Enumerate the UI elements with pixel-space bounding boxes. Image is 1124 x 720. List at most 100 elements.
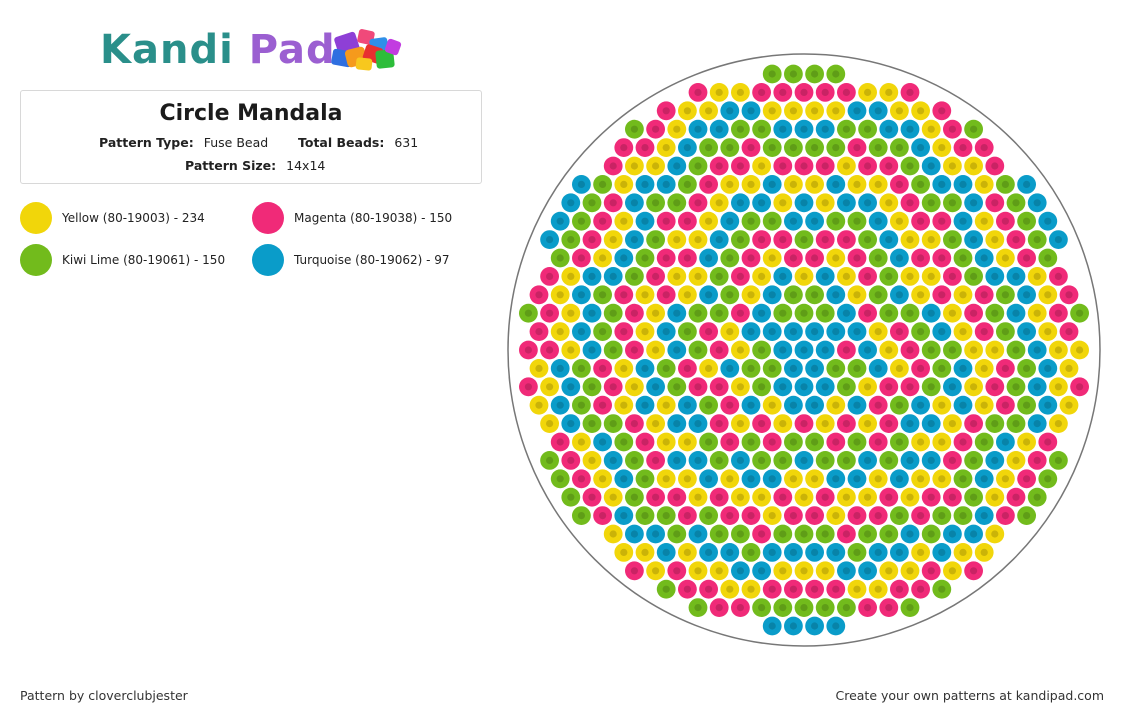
bead: [720, 543, 740, 562]
bead: [540, 340, 559, 360]
bead: [900, 267, 920, 286]
bead-hole: [853, 585, 861, 593]
bead-hole: [842, 456, 850, 464]
bead: [943, 156, 962, 176]
bead: [900, 487, 920, 507]
bead-hole: [758, 420, 766, 428]
bead-hole: [885, 567, 893, 575]
bead-hole: [832, 401, 840, 409]
bead-hole: [705, 107, 713, 115]
bead-hole: [885, 162, 893, 170]
bead: [603, 487, 623, 507]
bead-hole: [927, 420, 935, 428]
bead: [826, 211, 846, 231]
bead: [985, 267, 1005, 286]
bead: [614, 322, 634, 341]
bead: [593, 469, 612, 489]
bead-hole: [546, 272, 554, 280]
bead: [688, 414, 708, 433]
bead-hole: [652, 493, 660, 501]
bead-pattern-board[interactable]: [503, 48, 1105, 652]
bead: [625, 377, 644, 397]
bead-hole: [641, 548, 649, 556]
bead: [646, 303, 665, 323]
bead: [529, 322, 549, 341]
bead-hole: [630, 346, 638, 354]
bead-hole: [853, 254, 861, 262]
bead-hole: [927, 199, 935, 207]
bead-hole: [577, 180, 585, 188]
bead: [911, 432, 930, 452]
bead: [996, 211, 1015, 231]
bead: [911, 469, 930, 489]
legend-label: Magenta (80-19038) - 150: [294, 211, 453, 225]
bead: [603, 230, 623, 250]
bead-hole: [938, 475, 946, 483]
bead: [614, 248, 634, 268]
bead: [858, 598, 877, 617]
bead: [1017, 322, 1036, 341]
bead: [709, 83, 729, 102]
bead-hole: [811, 622, 819, 630]
bead: [773, 340, 793, 360]
bead: [550, 359, 570, 378]
bead-hole: [991, 346, 999, 354]
bead-hole: [736, 567, 744, 575]
bead: [752, 524, 771, 544]
bead: [879, 340, 899, 360]
bead: [762, 175, 782, 194]
bead-hole: [726, 438, 734, 446]
bead-hole: [800, 604, 808, 612]
bead-hole: [874, 585, 882, 593]
bead: [572, 359, 591, 378]
bead-hole: [864, 236, 872, 244]
bead-hole: [885, 530, 893, 538]
kandi-pad-logo[interactable]: Kandi Pad: [100, 26, 420, 76]
bead-hole: [874, 548, 882, 556]
bead: [879, 598, 899, 617]
bead: [953, 469, 973, 489]
bead: [603, 193, 623, 213]
bead: [826, 616, 846, 636]
bead-hole: [1012, 199, 1020, 207]
bead: [837, 156, 856, 176]
kandipad-link[interactable]: Create your own patterns at kandipad.com: [835, 688, 1104, 703]
bead: [1038, 432, 1058, 452]
bead-hole: [832, 622, 840, 630]
bead: [572, 469, 591, 489]
bead-hole: [970, 199, 978, 207]
bead: [858, 340, 877, 360]
bead: [964, 267, 983, 286]
bead: [1049, 303, 1068, 323]
bead: [667, 561, 687, 581]
bead: [985, 377, 1005, 397]
bead-hole: [694, 604, 702, 612]
bead-hole: [768, 217, 776, 225]
bead-hole: [556, 475, 564, 483]
bead-hole: [1012, 493, 1020, 501]
bead-hole: [1012, 420, 1020, 428]
bead: [953, 285, 973, 305]
bead: [900, 230, 920, 250]
bead: [868, 175, 888, 194]
bead: [572, 285, 591, 305]
bead-hole: [652, 456, 660, 464]
bead-hole: [906, 199, 914, 207]
bead-hole: [630, 162, 638, 170]
bead: [996, 175, 1015, 194]
bead-hole: [948, 125, 956, 133]
bead: [943, 487, 962, 507]
bead-hole: [652, 162, 660, 170]
bead: [879, 230, 899, 250]
bead-hole: [789, 401, 797, 409]
bead: [985, 451, 1005, 470]
bead-hole: [811, 107, 819, 115]
bead-hole: [705, 548, 713, 556]
bead-hole: [694, 162, 702, 170]
bead-hole: [948, 162, 956, 170]
bead: [985, 340, 1005, 360]
bead: [837, 598, 856, 617]
bead: [720, 138, 740, 157]
bead: [635, 138, 655, 157]
bead-hole: [556, 328, 564, 336]
